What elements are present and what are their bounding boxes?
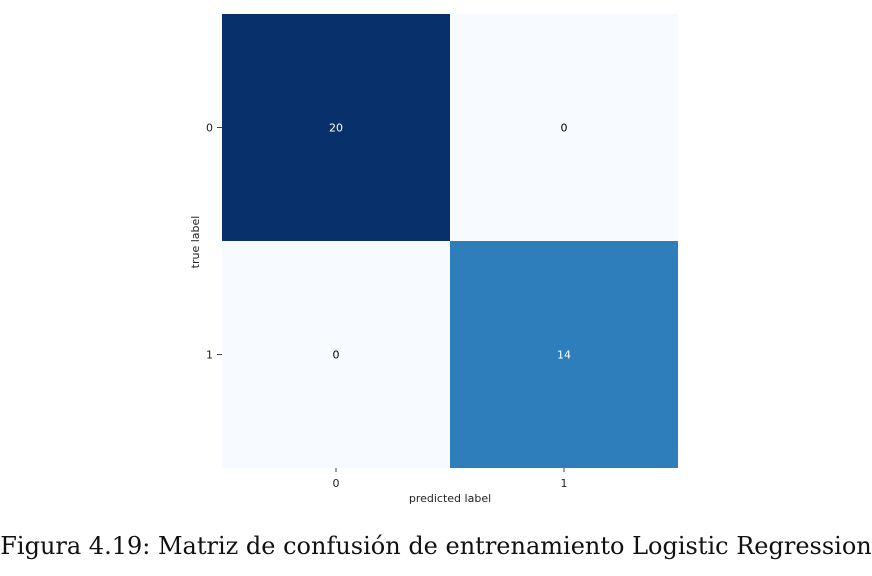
heatmap-cell-0-0 (222, 14, 450, 241)
cell-value-label-0-0: 20 (329, 122, 343, 135)
cell-value-label-1-1: 14 (557, 349, 571, 362)
y-tick-label-0: 0 (206, 122, 213, 135)
heatmap-cell-1-1 (450, 241, 678, 468)
axis-ticks: 0 1 0 1 (206, 122, 568, 491)
x-axis-label: predicted label (409, 492, 491, 505)
confusion-matrix-chart: 20 0 0 14 0 1 0 1 predicted label true label (189, 14, 678, 505)
y-axis-label: true label (189, 216, 202, 269)
cell-value-label-1-0: 0 (333, 349, 340, 362)
heatmap-cell-0-1 (450, 14, 678, 241)
heatmap-cells: 20 0 0 14 (222, 14, 678, 468)
y-tick-label-1: 1 (206, 349, 213, 362)
figure-caption: Figura 4.19: Matriz de confusión de entr… (0, 532, 872, 560)
x-tick-label-0: 0 (333, 477, 340, 490)
x-tick-label-1: 1 (561, 477, 568, 490)
cell-value-label-0-1: 0 (561, 122, 568, 135)
heatmap-cell-1-0 (222, 241, 450, 468)
